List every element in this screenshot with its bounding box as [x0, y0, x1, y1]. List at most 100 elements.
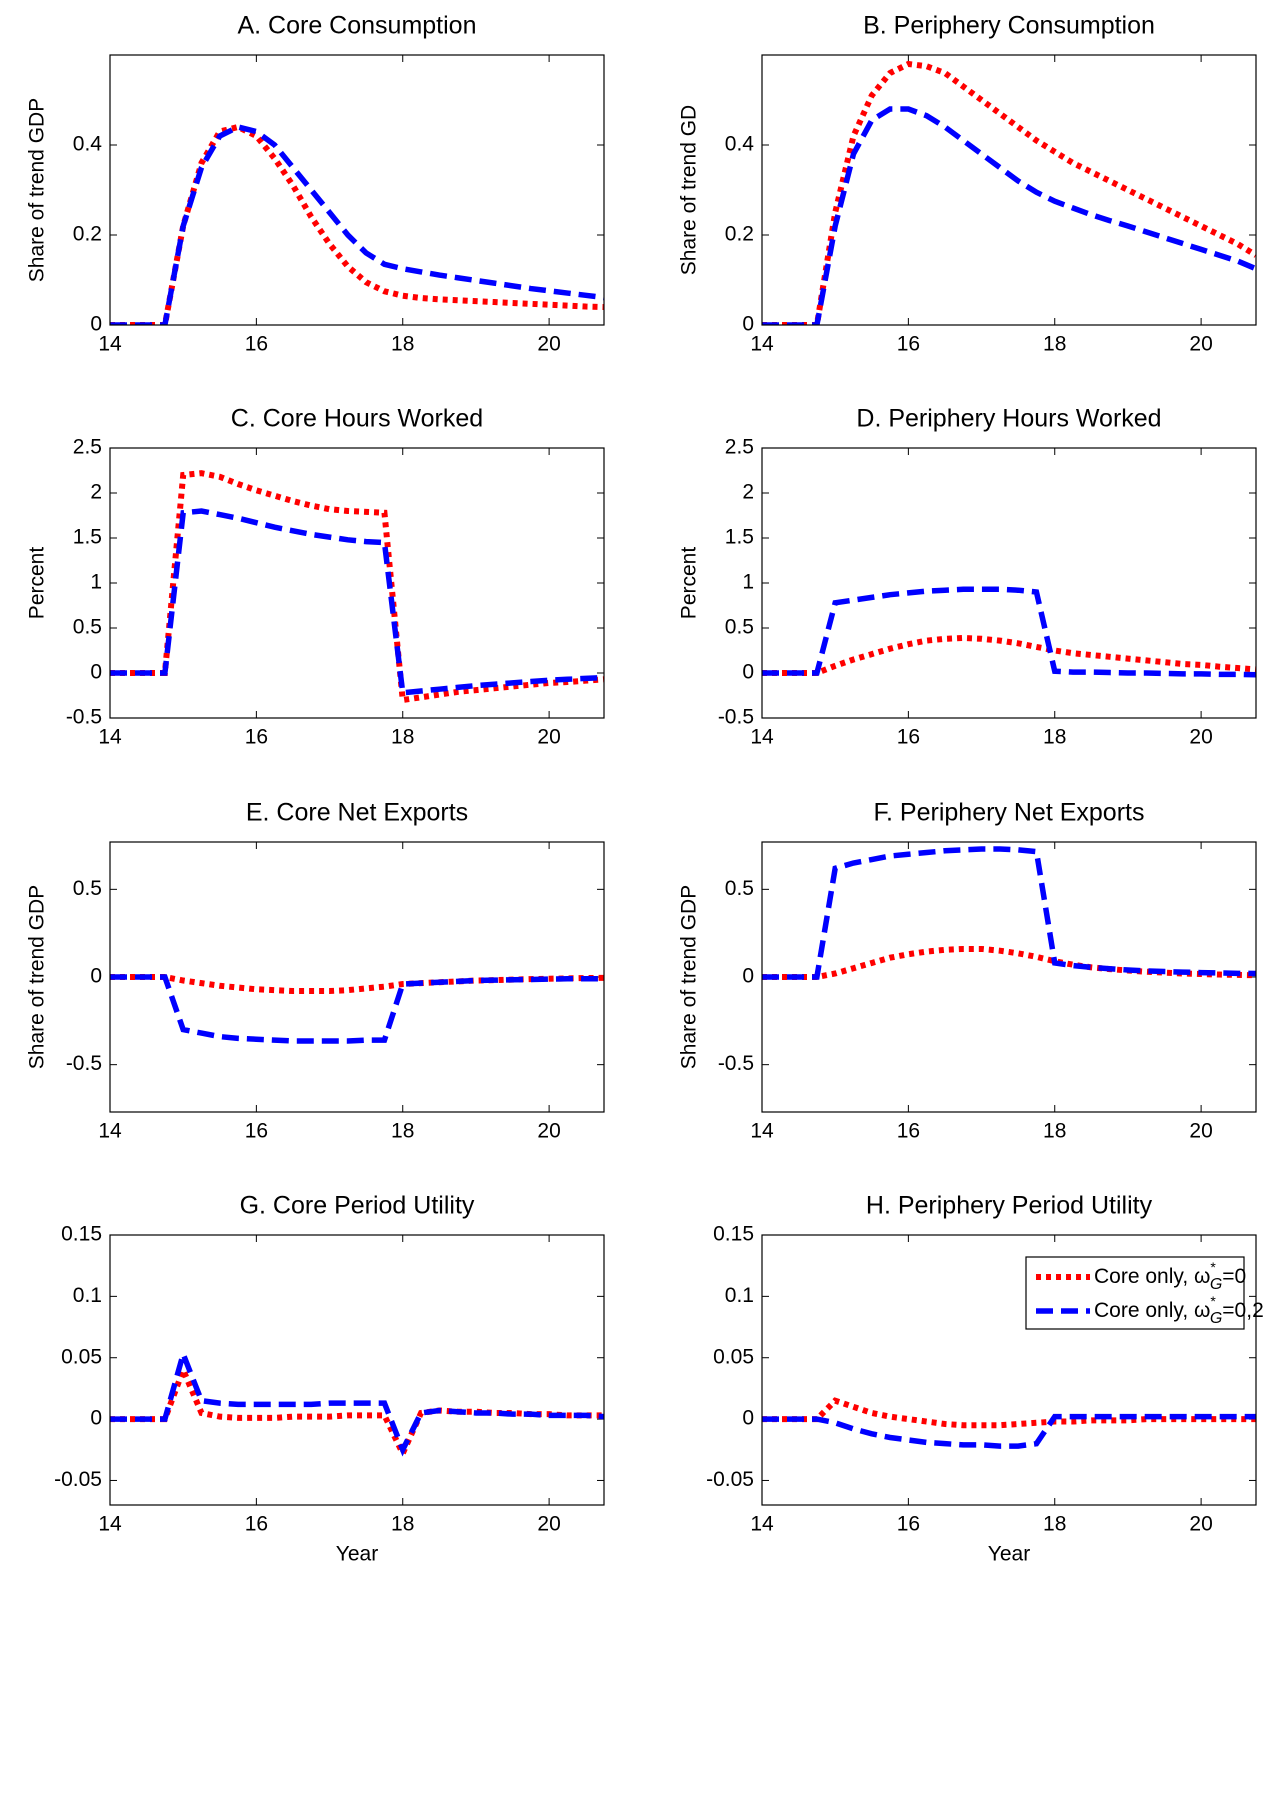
y-tick-label: 2 [90, 481, 102, 504]
y-tick-label: 0 [742, 965, 754, 988]
y-tick-label: 0.5 [725, 877, 754, 900]
panel-title: E. Core Net Exports [246, 799, 468, 827]
series-line [110, 508, 604, 696]
y-tick-label: 0.1 [73, 1284, 102, 1307]
x-tick-label: 16 [245, 1120, 268, 1143]
y-tick-label: 0.5 [73, 616, 102, 639]
y-tick-label: 1.5 [73, 526, 102, 549]
y-tick-label: -0.5 [66, 706, 102, 729]
panel: A. Core Consumption Share of trend GDP 14 1… [26, 12, 605, 356]
series-line [110, 124, 604, 325]
series-line [762, 846, 1256, 980]
y-tick-label: 2.5 [725, 436, 754, 459]
series-line [762, 1397, 1256, 1429]
x-tick-label: 16 [897, 726, 920, 749]
plot-frame [761, 447, 1257, 719]
y-tick-label: 1 [742, 571, 754, 594]
y-tick-label: 0 [742, 1407, 754, 1430]
x-tick-label: 20 [537, 1120, 560, 1143]
x-tick-label: 18 [1043, 1513, 1066, 1536]
y-tick-label: -0.5 [718, 1052, 754, 1075]
panel-title: G. Core Period Utility [240, 1192, 475, 1220]
series-line [762, 60, 1256, 325]
x-tick-label: 18 [391, 1513, 414, 1536]
x-tick-label: 18 [391, 726, 414, 749]
legend-label: Core only, ω* G=0,2 [1094, 1293, 1264, 1328]
plot-frame [761, 54, 1257, 326]
plot-frame [109, 54, 605, 326]
x-tick-label: 20 [1189, 1513, 1212, 1536]
plot-frame [109, 841, 605, 1113]
series-line [110, 470, 604, 704]
x-tick-label: 18 [1043, 726, 1066, 749]
x-tick-label: 18 [391, 1120, 414, 1143]
x-tick-label: 18 [1043, 1120, 1066, 1143]
panel-title: A. Core Consumption [237, 12, 476, 40]
legend-label: Core only, ω* G=0 [1094, 1259, 1246, 1294]
y-tick-label: 0.2 [73, 223, 102, 246]
plot-frame [109, 447, 605, 719]
y-tick-label: 1.5 [725, 526, 754, 549]
y-tick-label: 0.15 [713, 1223, 754, 1246]
x-tick-label: 14 [98, 333, 122, 356]
x-tick-label: 20 [537, 726, 560, 749]
panel-title: H. Periphery Period Utility [866, 1192, 1153, 1220]
panel: G. Core Period Utility Year 14 16 18 20 -0.05 0… [54, 1192, 605, 1566]
panel-title: C. Core Hours Worked [231, 405, 483, 433]
panel-title: B. Periphery Consumption [863, 12, 1155, 40]
series-line [762, 106, 1256, 325]
plot-frame [761, 1234, 1257, 1506]
x-tick-label: 14 [750, 1120, 774, 1143]
x-tick-label: 20 [1189, 726, 1212, 749]
x-tick-label: 14 [98, 1120, 122, 1143]
y-tick-label: -0.5 [66, 1052, 102, 1075]
y-tick-label: 0 [742, 313, 754, 336]
y-axis-label: Share of trend GDP [26, 885, 49, 1069]
x-axis-label: Year [336, 1543, 378, 1566]
y-tick-label: 0.05 [61, 1345, 102, 1368]
y-tick-label: 0 [90, 1407, 102, 1430]
x-tick-label: 14 [98, 726, 122, 749]
series-line [110, 974, 604, 1044]
panel: D. Periphery Hours Worked Percent 14 16 18 20… [678, 405, 1257, 749]
x-tick-label: 16 [245, 726, 268, 749]
series-line [110, 1361, 604, 1461]
y-tick-label: 0.15 [61, 1223, 102, 1246]
panel-title: D. Periphery Hours Worked [856, 405, 1161, 433]
y-tick-label: 0 [742, 661, 754, 684]
y-tick-label: 0 [90, 661, 102, 684]
y-tick-label: 0 [90, 965, 102, 988]
y-axis-label: Share of trend GDP [678, 885, 701, 1069]
x-axis-label: Year [988, 1543, 1030, 1566]
plot-frame [761, 841, 1257, 1113]
series-line [110, 974, 604, 995]
panel: E. Core Net Exports Share of trend GDP 14 1… [26, 799, 605, 1143]
x-tick-label: 20 [537, 1513, 560, 1536]
y-tick-label: -0.05 [706, 1468, 754, 1491]
x-tick-label: 16 [245, 333, 268, 356]
series-line [762, 586, 1256, 678]
x-tick-label: 14 [98, 1513, 122, 1536]
panel: F. Periphery Net Exports Share of trend G… [678, 799, 1257, 1143]
y-tick-label: -0.05 [54, 1468, 102, 1491]
x-tick-label: 14 [750, 333, 774, 356]
series-line [762, 1413, 1256, 1449]
series-line [762, 945, 1256, 980]
x-tick-label: 16 [897, 1120, 920, 1143]
x-tick-label: 20 [1189, 1120, 1212, 1143]
y-axis-label: Percent [678, 547, 701, 620]
y-tick-label: 0.5 [73, 877, 102, 900]
x-tick-label: 18 [1043, 333, 1066, 356]
y-tick-label: 0.4 [73, 133, 103, 156]
x-tick-label: 16 [245, 1513, 268, 1536]
y-axis-label: Share of trend GD [678, 105, 701, 275]
y-tick-label: 0 [90, 313, 102, 336]
series-line [110, 1345, 604, 1457]
x-tick-label: 14 [750, 726, 774, 749]
series-line [762, 634, 1256, 676]
y-tick-label: -0.5 [718, 706, 754, 729]
y-tick-label: 0.4 [725, 133, 755, 156]
x-tick-label: 18 [391, 333, 414, 356]
